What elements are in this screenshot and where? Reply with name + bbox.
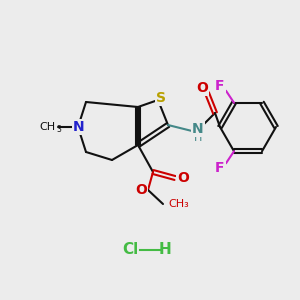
Text: CH₃: CH₃ (168, 199, 189, 209)
Text: Cl: Cl (122, 242, 138, 257)
Text: N: N (192, 122, 204, 136)
Text: O: O (196, 81, 208, 95)
Text: CH: CH (40, 122, 56, 132)
Text: F: F (215, 161, 225, 175)
Text: N: N (73, 120, 85, 134)
Text: O: O (177, 171, 189, 185)
Text: H: H (159, 242, 171, 257)
Text: H: H (194, 133, 202, 143)
Text: O: O (135, 183, 147, 197)
Text: F: F (215, 79, 225, 93)
Text: S: S (156, 91, 166, 105)
Text: 3: 3 (56, 125, 61, 134)
Text: methyl: methyl (48, 125, 52, 127)
